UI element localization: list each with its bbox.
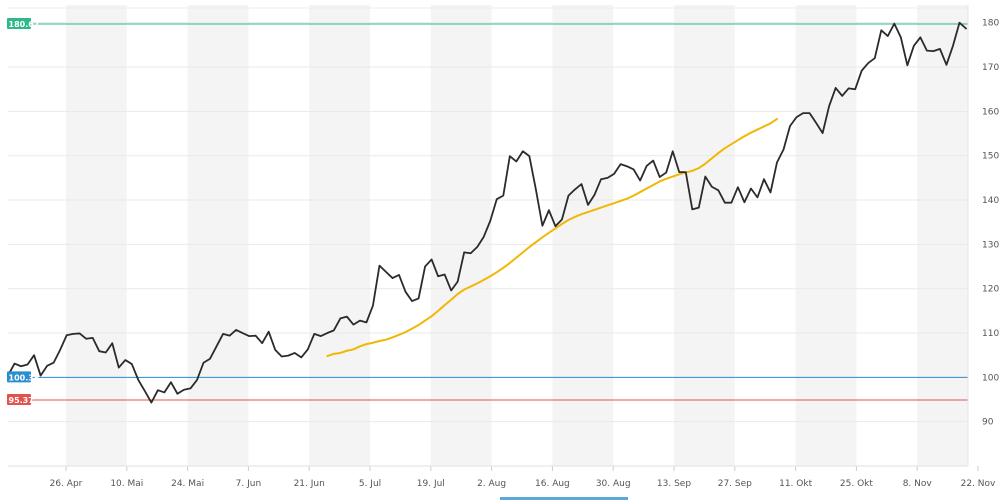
reference-label-layer: 180.67 100.38 95.37 [7,18,40,405]
y-tick-label: 110 [982,329,999,339]
x-tick-label: 24. Mai [171,479,204,489]
x-tick-label: 26. Apr [50,479,83,489]
x-band [552,5,614,466]
reference-label-box [7,393,31,405]
x-band [917,5,968,466]
x-band [309,5,370,466]
x-tick-label: 25. Okt [840,479,873,489]
x-axis: 26. Apr 10. Mai 24. Mai 7. Jun 21. Jun 5. Jul… [8,5,996,489]
x-tick-label: 8. Nov [903,479,933,489]
x-band [187,5,249,466]
price-line [7,21,967,404]
x-band [795,5,857,466]
y-tick-label: 140 [982,196,999,206]
x-tick-label: 19. Jul [417,479,445,489]
y-tick-label: 100 [982,373,999,383]
y-tick-label: 130 [982,240,999,250]
x-tick-label: 27. Sep [718,479,752,489]
reference-label: 180.67 [9,20,40,29]
x-tick-label: 7. Jun [236,479,262,489]
x-band [430,5,492,466]
y-tick-label: 90 [982,418,994,428]
band-layer [66,5,968,466]
x-tick-label: 2. Aug [477,479,506,489]
scroll-handle[interactable] [500,497,628,500]
reference-line-layer [8,23,968,401]
reference-label: 95.37 [9,396,34,405]
x-band [66,5,127,466]
x-tick-label: 30. Aug [596,479,631,489]
moving-average-line [326,117,779,358]
x-tick-label: 16. Aug [535,479,570,489]
reference-label: 100.38 [9,373,40,382]
y-tick-label: 170 [982,63,999,73]
x-tick-label: 13. Sep [657,479,691,489]
y-tick-label: 150 [982,152,999,162]
y-tick-label: 120 [982,285,999,295]
reference-label-box [7,371,31,383]
x-tick-label: 5. Jul [359,479,381,489]
y-tick-label: 160 [982,107,999,117]
y-axis: 90 100 110 120 130 140 150 160 170 180 [982,19,999,428]
reference-label-box [7,18,31,30]
x-tick-label: 11. Okt [779,479,812,489]
x-tick-label: 10. Mai [110,479,143,489]
series-layer [7,21,967,404]
x-tick-label: 22. Nov [961,479,996,489]
y-tick-label: 180 [982,19,999,29]
x-tick-label: 21. Jun [294,479,325,489]
x-band [674,5,735,466]
